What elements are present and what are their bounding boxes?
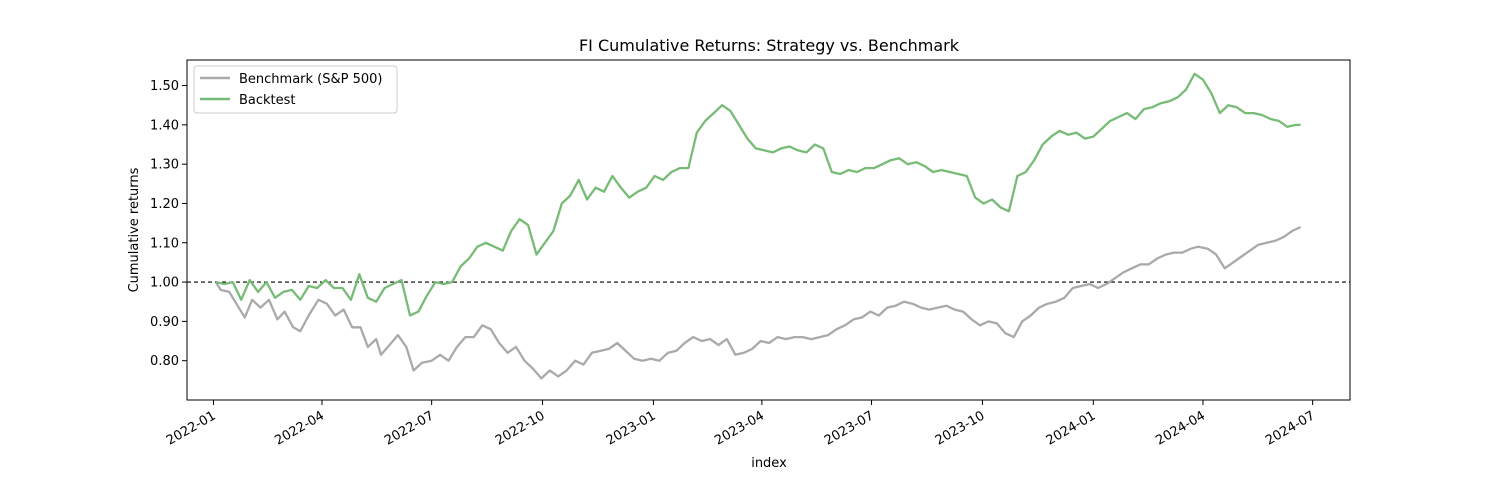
y-tick-label: 1.50	[150, 79, 179, 94]
benchmark-line	[214, 226, 1302, 380]
x-tick-label: 2023-01	[604, 408, 659, 448]
x-tick-label: 2024-01	[1044, 408, 1099, 448]
legend-box	[193, 65, 398, 114]
y-axis-label: Cumulative returns	[127, 167, 142, 292]
legend: Benchmark (S&P 500) Backtest	[193, 65, 398, 114]
x-tick-label: 2023-04	[712, 408, 767, 448]
x-tick-label: 2023-10	[933, 408, 988, 448]
series-layer	[214, 72, 1302, 380]
x-axis: 2022-01 2022-04 2022-07 2022-10 2023-01 2023-…	[164, 400, 1318, 449]
plot-frame	[186, 59, 1351, 401]
x-tick-label: 2022-01	[164, 408, 219, 448]
y-tick-label: 1.30	[150, 158, 179, 173]
plot-area	[186, 59, 1351, 401]
x-axis-label: index	[751, 456, 787, 471]
x-tick-label: 2022-04	[272, 408, 327, 448]
x-tick-label: 2022-07	[382, 408, 437, 448]
chart-title: FI Cumulative Returns: Strategy vs. Benc…	[579, 36, 960, 55]
x-tick-label: 2023-07	[822, 408, 877, 448]
y-tick-label: 0.80	[150, 354, 179, 369]
legend-label-backtest: Backtest	[239, 93, 296, 108]
y-tick-label: 1.10	[150, 236, 179, 251]
x-tick-label: 2024-04	[1153, 408, 1208, 448]
y-tick-label: 0.90	[150, 315, 179, 330]
y-axis: 0.80 0.90 1.00 1.10 1.20 1.30 1.40 1.50	[150, 79, 187, 369]
legend-label-benchmark: Benchmark (S&P 500)	[239, 72, 383, 87]
backtest-line	[215, 72, 1301, 317]
x-tick-label: 2022-10	[493, 408, 548, 448]
x-tick-label: 2024-07	[1263, 408, 1318, 448]
y-tick-label: 1.20	[150, 197, 179, 212]
y-tick-label: 1.00	[150, 276, 179, 291]
y-tick-label: 1.40	[150, 118, 179, 133]
